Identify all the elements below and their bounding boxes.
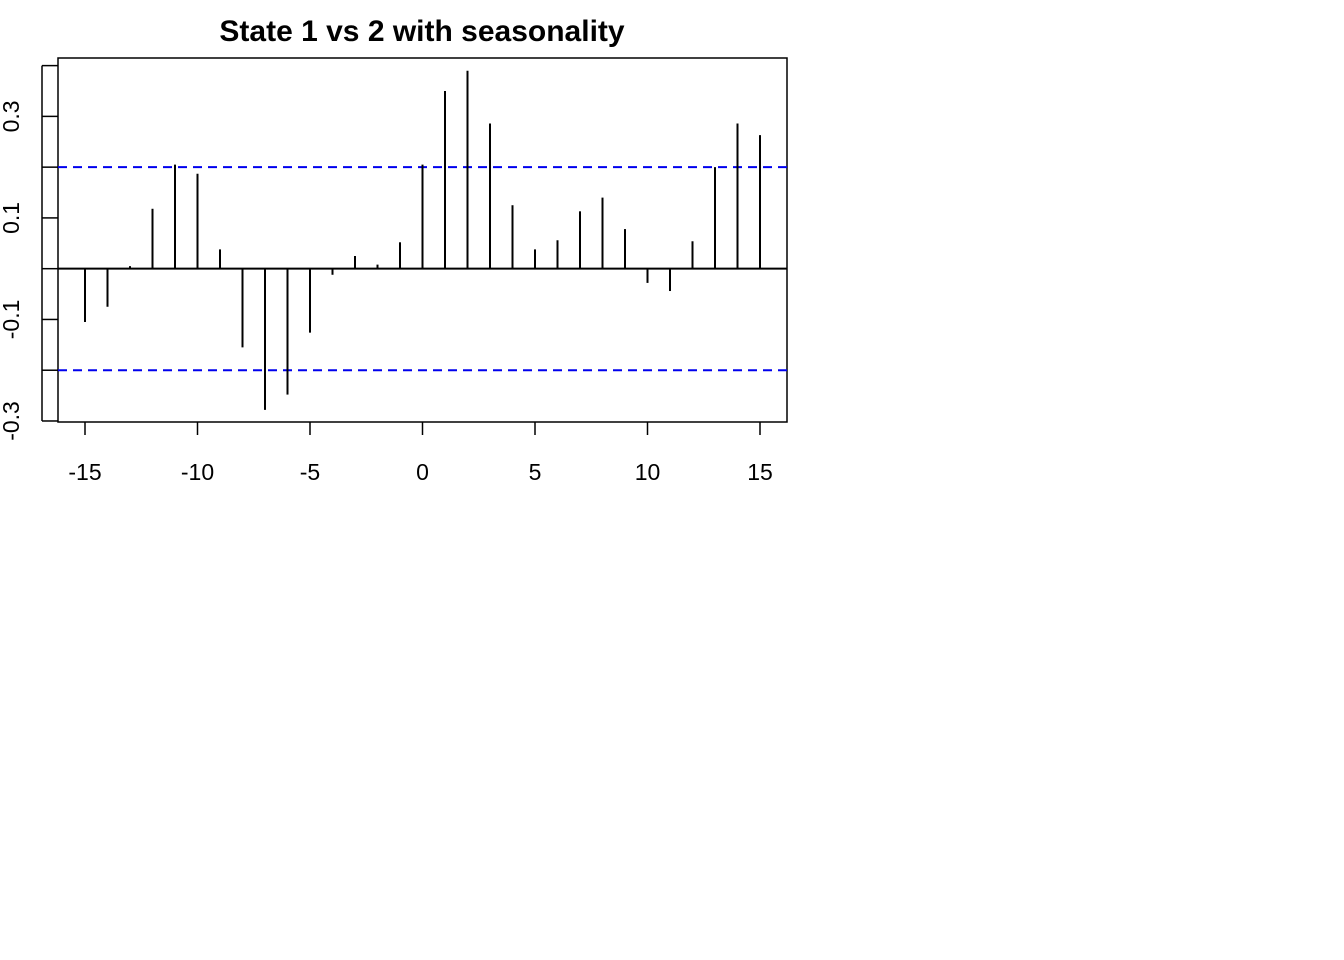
y-tick-label: -0.1 bbox=[0, 300, 24, 340]
y-tick-label: 0.3 bbox=[0, 100, 24, 132]
y-tick-label: -0.3 bbox=[0, 401, 24, 441]
x-tick-label: 15 bbox=[747, 459, 773, 485]
x-tick-label: 5 bbox=[529, 459, 542, 485]
x-tick-label: -5 bbox=[300, 459, 320, 485]
y-tick-label: 0.1 bbox=[0, 202, 24, 234]
x-tick-label: 0 bbox=[416, 459, 429, 485]
bar-layer bbox=[84, 70, 761, 410]
chart-title: State 1 vs 2 with seasonality bbox=[219, 15, 624, 48]
y-axis: -0.3 -0.1 0.1 0.3 bbox=[0, 64, 58, 441]
x-axis: -15 -10 -5 0 5 10 15 bbox=[68, 422, 773, 485]
x-tick-label: 10 bbox=[635, 459, 661, 485]
x-tick-label: -10 bbox=[181, 459, 214, 485]
x-tick-label: -15 bbox=[68, 459, 101, 485]
